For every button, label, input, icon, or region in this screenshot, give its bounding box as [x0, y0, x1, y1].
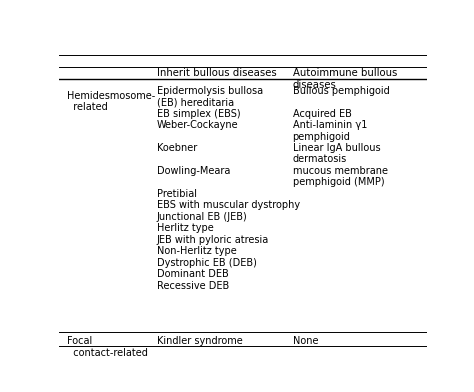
Text: contact-related: contact-related — [66, 348, 147, 358]
Text: Herlitz type: Herlitz type — [156, 223, 213, 233]
Text: Bullous pemphigoid: Bullous pemphigoid — [292, 86, 389, 96]
Text: EBS with muscular dystrophy: EBS with muscular dystrophy — [156, 200, 300, 211]
Text: Kindler syndrome: Kindler syndrome — [156, 336, 242, 346]
Text: (EB) hereditaria: (EB) hereditaria — [156, 97, 234, 107]
Text: mucous membrane: mucous membrane — [292, 166, 388, 176]
Text: Weber-Cockayne: Weber-Cockayne — [156, 120, 238, 130]
Text: None: None — [292, 336, 318, 346]
Text: Hemidesmosome-: Hemidesmosome- — [66, 91, 155, 101]
Text: Recessive DEB: Recessive DEB — [156, 281, 229, 290]
Text: Dystrophic EB (DEB): Dystrophic EB (DEB) — [156, 258, 256, 268]
Text: related: related — [66, 102, 107, 112]
Text: Dominant DEB: Dominant DEB — [156, 269, 228, 279]
Text: dermatosis: dermatosis — [292, 154, 347, 165]
Text: Koebner: Koebner — [156, 143, 197, 153]
Text: Linear IgA bullous: Linear IgA bullous — [292, 143, 380, 153]
Text: JEB with pyloric atresia: JEB with pyloric atresia — [156, 235, 269, 245]
Text: Pretibial: Pretibial — [156, 189, 197, 199]
Text: pemphigoid (MMP): pemphigoid (MMP) — [292, 178, 384, 187]
Text: Inherit bullous diseases: Inherit bullous diseases — [156, 68, 276, 78]
Text: Epidermolysis bullosa: Epidermolysis bullosa — [156, 86, 263, 96]
Text: Junctional EB (JEB): Junctional EB (JEB) — [156, 212, 247, 222]
Text: Focal: Focal — [66, 336, 92, 346]
Text: pemphigoid: pemphigoid — [292, 132, 350, 142]
Text: Autoimmune bullous
diseases: Autoimmune bullous diseases — [292, 68, 397, 90]
Text: EB simplex (EBS): EB simplex (EBS) — [156, 109, 240, 119]
Text: Non-Herlitz type: Non-Herlitz type — [156, 246, 237, 256]
Text: Anti-laminin γ1: Anti-laminin γ1 — [292, 120, 367, 130]
Text: Acquired EB: Acquired EB — [292, 109, 351, 119]
Text: Dowling-Meara: Dowling-Meara — [156, 166, 230, 176]
